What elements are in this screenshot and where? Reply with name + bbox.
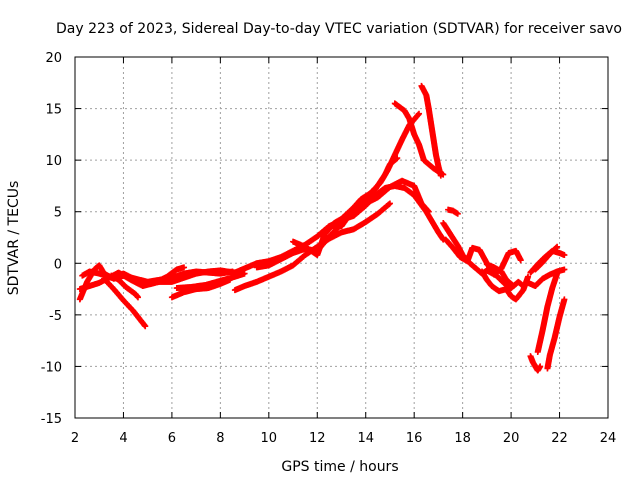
x-tick-label: 22 <box>551 431 568 446</box>
data-point <box>561 252 568 259</box>
data-points <box>76 82 568 374</box>
x-tick-label: 20 <box>503 431 520 446</box>
x-tick-label: 18 <box>454 431 471 446</box>
data-point <box>554 270 561 277</box>
data-point <box>394 155 401 162</box>
x-tick-label: 24 <box>600 431 617 446</box>
ticks <box>74 56 609 419</box>
x-tick-label: 8 <box>216 431 224 446</box>
x-tick-label: 4 <box>119 431 127 446</box>
data-point <box>181 264 188 271</box>
y-axis-label: SDTVAR / TECUs <box>6 181 22 296</box>
y-tick-label: -10 <box>41 360 62 375</box>
data-point <box>416 110 423 117</box>
y-tick-label: 20 <box>45 51 62 66</box>
grid <box>75 57 608 418</box>
data-point <box>525 273 532 280</box>
data-point <box>510 282 517 289</box>
data-point <box>425 208 432 215</box>
y-tick-label: -5 <box>49 309 62 324</box>
data-point <box>142 323 149 330</box>
x-tick-label: 10 <box>261 431 278 446</box>
x-tick-labels: 2 4 6 8 10 12 14 16 18 20 22 24 <box>71 431 616 446</box>
data-point <box>554 243 561 250</box>
data-point <box>437 172 444 179</box>
data-point <box>537 363 544 370</box>
chart-title: Day 223 of 2023, Sidereal Day-to-day VTE… <box>56 21 622 37</box>
data-point <box>386 200 393 207</box>
y-tick-label: 5 <box>54 206 62 221</box>
x-tick-label: 14 <box>357 431 374 446</box>
y-tick-label: 0 <box>54 257 62 272</box>
x-tick-label: 12 <box>309 431 326 446</box>
data-point <box>454 210 461 217</box>
y-tick-label: 15 <box>45 103 62 118</box>
y-tick-label: -15 <box>41 412 62 427</box>
x-axis-label: GPS time / hours <box>281 459 398 475</box>
data-point <box>134 294 141 301</box>
plot-frame <box>74 56 609 419</box>
y-tick-label: 10 <box>45 154 62 169</box>
x-tick-label: 2 <box>71 431 79 446</box>
data-point <box>241 270 248 277</box>
x-tick-label: 6 <box>168 431 176 446</box>
y-tick-labels: -15 -10 -5 0 5 10 15 20 <box>41 51 62 427</box>
data-point <box>561 266 568 273</box>
x-tick-label: 16 <box>406 431 423 446</box>
data-point <box>517 257 524 264</box>
data-point <box>561 296 568 303</box>
